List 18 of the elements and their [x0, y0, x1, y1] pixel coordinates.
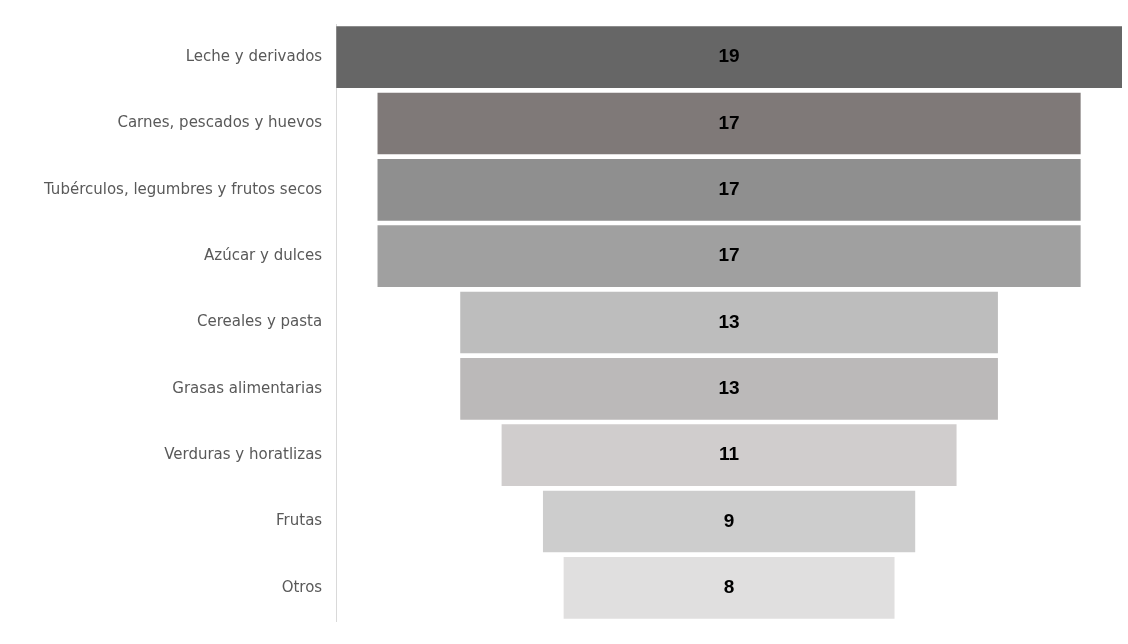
category-label: Tubérculos, legumbres y frutos secos	[42, 179, 323, 198]
data-label: 13	[718, 377, 740, 399]
data-label: 11	[719, 443, 740, 465]
category-label: Leche y derivados	[185, 47, 323, 66]
data-label: 17	[718, 244, 740, 266]
category-label: Cereales y pasta	[196, 312, 323, 331]
data-label: 9	[723, 509, 735, 531]
data-label: 17	[718, 178, 740, 200]
data-label: 8	[723, 576, 735, 598]
data-label: 19	[718, 45, 740, 67]
category-label: Verduras y horatlizas	[164, 445, 323, 464]
category-label: Carnes, pescados y huevos	[117, 113, 323, 132]
category-label: Grasas alimentarias	[172, 378, 323, 397]
category-label: Frutas	[276, 511, 323, 530]
data-label: 13	[718, 310, 740, 332]
category-label: Azúcar y dulces	[204, 246, 323, 265]
category-label: Otros	[281, 577, 323, 596]
data-label: 17	[718, 111, 740, 133]
